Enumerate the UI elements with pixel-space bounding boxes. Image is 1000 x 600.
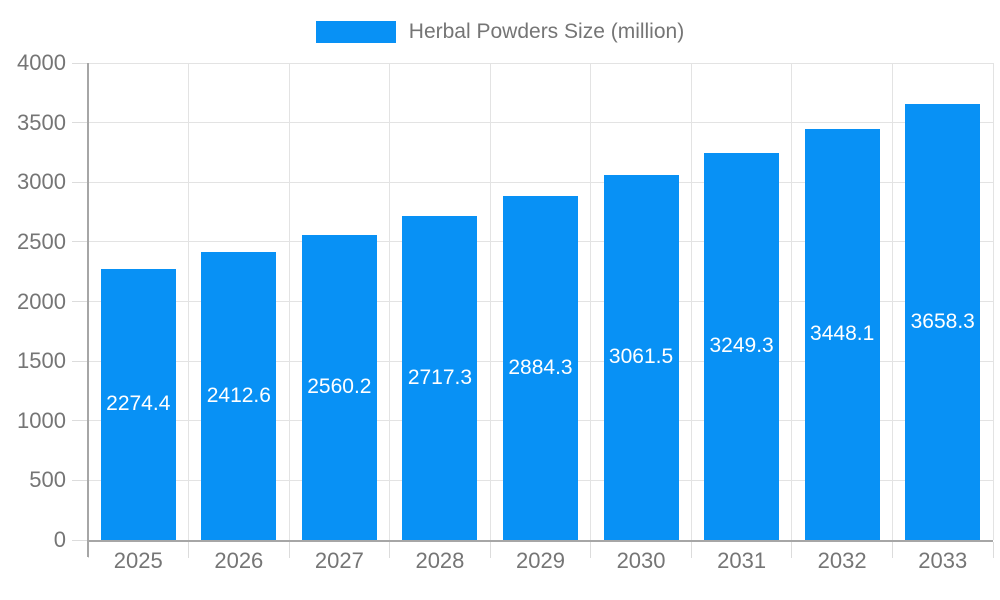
y-axis-tick-label: 3000 — [17, 169, 66, 195]
x-axis-tick — [288, 542, 290, 558]
bar-2033[interactable]: 3658.3 — [905, 103, 981, 540]
y-axis-tick — [72, 301, 88, 302]
y-axis-tick-label: 4000 — [17, 50, 66, 75]
x-axis-tick — [389, 542, 391, 558]
bar-value-label: 2560.2 — [307, 375, 372, 399]
bar-2027[interactable]: 2560.2 — [301, 234, 377, 540]
x-axis-tick — [690, 542, 692, 558]
bar-value-label: 3249.3 — [709, 334, 774, 358]
x-axis-label-2033: 2033 — [918, 548, 968, 573]
y-gridline — [88, 62, 993, 64]
y-gridline — [88, 181, 993, 183]
bar-value-label: 2274.4 — [106, 392, 171, 416]
y-axis-tick-label: 500 — [29, 467, 66, 493]
y-axis-tick — [72, 241, 88, 243]
x-axis-tick — [992, 542, 994, 558]
y-axis-tick — [72, 360, 88, 362]
bar-2026[interactable]: 2412.6 — [201, 252, 277, 540]
bar-value-label: 3061.5 — [608, 345, 674, 369]
bar-value-label: 3658.3 — [910, 309, 975, 333]
bar-2029[interactable]: 2884.3 — [503, 196, 578, 540]
x-axis-tick — [791, 542, 793, 558]
y-axis-tick-label: 1000 — [17, 407, 66, 433]
bar-value-label: 2717.3 — [407, 365, 473, 389]
y-axis-tick — [72, 539, 88, 541]
bar-value-label: 2412.6 — [206, 384, 271, 408]
legend-label: Herbal Powders Size (million) — [408, 20, 685, 43]
y-axis-tick — [72, 420, 88, 422]
y-axis-tick-label: 3500 — [17, 109, 66, 135]
y-axis-tick — [72, 122, 88, 124]
x-gridline — [288, 63, 290, 540]
x-axis-label-2028: 2028 — [415, 548, 465, 573]
y-axis-tick — [72, 62, 88, 64]
y-axis-tick-label: 1500 — [17, 348, 66, 374]
y-axis-tick — [72, 479, 88, 481]
x-axis-label-2031: 2031 — [717, 548, 767, 573]
chart-legend-item[interactable]: Herbal Powders Size (million) — [0, 18, 1000, 46]
bar-2028[interactable]: 2717.3 — [402, 215, 478, 540]
bar-2032[interactable]: 3448.1 — [804, 128, 880, 540]
bar-2025[interactable]: 2274.4 — [100, 268, 176, 540]
y-axis-tick — [72, 181, 88, 183]
y-axis-line — [87, 63, 89, 557]
x-axis-label-2030: 2030 — [616, 548, 666, 573]
bar-value-label: 2884.3 — [508, 356, 573, 380]
legend-swatch-icon — [315, 21, 396, 43]
x-gridline — [690, 63, 692, 540]
x-axis-tick — [891, 542, 893, 558]
y-axis-tick-label: 2000 — [17, 288, 66, 314]
x-gridline — [489, 63, 491, 540]
x-axis-tick — [489, 542, 491, 558]
bar-2031[interactable]: 3249.3 — [704, 152, 780, 540]
x-gridline — [992, 63, 994, 540]
x-axis-label-2032: 2032 — [817, 548, 867, 573]
x-gridline — [188, 63, 190, 540]
x-axis-label-2027: 2027 — [314, 548, 364, 573]
x-gridline — [891, 63, 893, 540]
x-axis-tick — [188, 542, 190, 558]
bar-value-label: 3448.1 — [810, 322, 875, 346]
x-gridline — [590, 63, 592, 540]
x-axis-label-2026: 2026 — [214, 548, 264, 573]
x-axis-label-2025: 2025 — [113, 548, 163, 573]
y-gridline — [88, 122, 993, 124]
y-axis-tick-label: 0 — [53, 527, 66, 552]
x-axis-label-2029: 2029 — [516, 548, 565, 573]
y-axis-tick-label: 2500 — [17, 228, 66, 254]
x-gridline — [791, 63, 793, 540]
x-gridline — [389, 63, 391, 540]
bar-2030[interactable]: 3061.5 — [603, 174, 679, 540]
plot-area: 0 500 1000 1500 2000 2500 3000 3500 4000 2274.4 20… — [17, 51, 994, 573]
x-axis-tick — [590, 542, 592, 558]
x-axis-line — [88, 540, 993, 542]
